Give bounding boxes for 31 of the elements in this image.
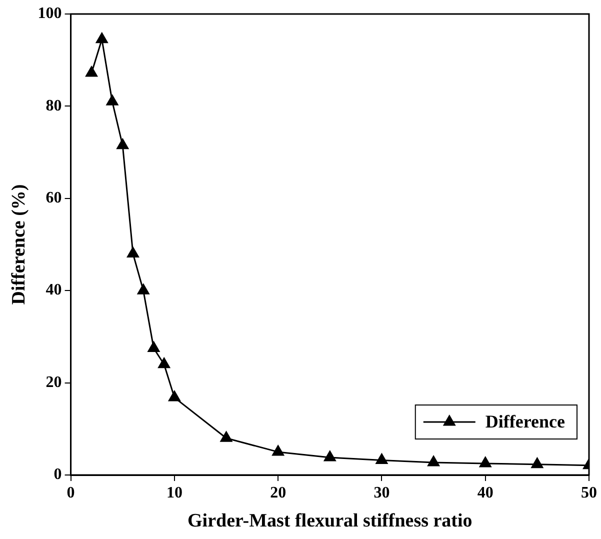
point (127, 246, 139, 258)
y-axis-title: Difference (%) (8, 184, 30, 305)
point (86, 66, 98, 77)
y-tick-label: 100 (38, 5, 62, 22)
point (106, 94, 118, 106)
x-tick-label: 40 (477, 484, 494, 502)
point (168, 390, 180, 402)
y-tick-label: 0 (54, 466, 62, 484)
y-tick-label: 40 (46, 282, 62, 299)
point (376, 454, 388, 464)
y-tick-label: 20 (46, 374, 62, 391)
point (531, 458, 544, 468)
point (116, 138, 129, 150)
x-tick-label: 50 (581, 484, 597, 502)
point (158, 358, 170, 368)
x-tick-label: 30 (374, 484, 390, 502)
point (220, 431, 232, 442)
y-tick-label: 80 (46, 97, 62, 114)
point (148, 341, 160, 352)
x-tick-label: 20 (270, 484, 286, 502)
point (479, 456, 492, 468)
x-tick-label: 0 (66, 484, 75, 502)
point (324, 450, 336, 462)
point (96, 32, 108, 44)
legend-label: Difference (485, 412, 566, 432)
y-tick-label: 60 (46, 190, 62, 207)
point (272, 445, 284, 456)
x-tick-label: 10 (166, 484, 182, 502)
point (428, 456, 440, 466)
x-axis-title: Girder-Mast flexural stiffness ratio (188, 510, 472, 532)
point (137, 284, 150, 294)
